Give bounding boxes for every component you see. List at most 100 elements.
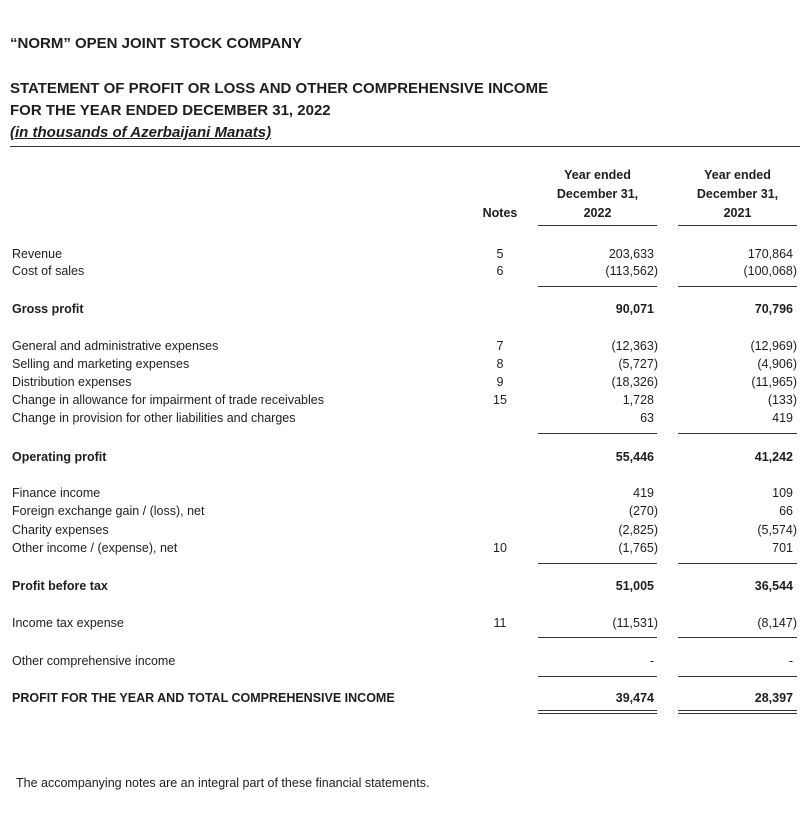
statement-row: Foreign exchange gain / (loss), net (270)…	[0, 502, 801, 520]
value-2021: (5,574)	[757, 523, 797, 537]
value-2021: (133)	[767, 393, 797, 407]
header-line: December 31,	[556, 187, 639, 201]
statement-row: Cost of sales 6 (113,562) (100,068)	[0, 262, 801, 280]
row-label: Finance income	[12, 486, 101, 500]
row-label: Revenue	[12, 247, 63, 261]
row-label: Profit before tax	[12, 579, 108, 593]
row-note: 6	[496, 264, 504, 278]
value-2021: (12,969)	[750, 339, 797, 353]
header-underline	[678, 225, 797, 226]
value-2022: (18,326)	[611, 375, 658, 389]
statement-row: Income tax expense 11 (11,531) (8,147)	[0, 614, 801, 632]
row-label: Gross profit	[12, 302, 84, 316]
value-2022: 203,633	[608, 247, 654, 261]
value-2022: (1,765)	[618, 541, 658, 555]
subtotal-line	[538, 676, 657, 677]
row-note: 9	[496, 375, 504, 389]
value-2022: (5,727)	[618, 357, 658, 371]
value-2022: 419	[633, 486, 654, 500]
row-note: 10	[493, 541, 507, 555]
subtotal-line	[678, 433, 797, 434]
row-label: Other income / (expense), net	[12, 541, 178, 555]
column-header-2021: Year ended December 31, 2021	[678, 166, 797, 223]
subtotal-line	[538, 286, 657, 287]
row-label: Other comprehensive income	[12, 654, 176, 668]
row-label: Cost of sales	[12, 264, 85, 278]
value-2021: 70,796	[754, 302, 793, 316]
column-header-2022: Year ended December 31, 2022	[538, 166, 657, 223]
value-2021: (11,965)	[751, 375, 797, 389]
total-double-line	[678, 710, 797, 714]
value-2021: (8,147)	[757, 616, 797, 630]
value-2022: 51,005	[615, 579, 654, 593]
header-line: Year ended	[564, 168, 631, 182]
statement-row: Selling and marketing expenses 8 (5,727) (4…	[0, 355, 801, 373]
row-note: 8	[496, 357, 504, 371]
value-2021: (100,068)	[743, 264, 797, 278]
subtotal-line	[678, 637, 797, 638]
row-note: 11	[493, 616, 507, 630]
value-2021: (4,906)	[757, 357, 797, 371]
row-label: Distribution expenses	[12, 375, 132, 389]
statement-row: Operating profit 55,446 41,242	[0, 448, 801, 466]
value-2022: -	[649, 654, 654, 668]
value-2021: 109	[772, 486, 793, 500]
statement-units: (in thousands of Azerbaijani Manats)	[10, 124, 272, 141]
row-label: Selling and marketing expenses	[12, 357, 190, 371]
row-label: Income tax expense	[12, 616, 124, 630]
footer-note: The accompanying notes are an integral p…	[16, 776, 430, 790]
header-line: Year ended	[704, 168, 771, 182]
statement-row: Distribution expenses 9 (18,326) (11,965)	[0, 373, 801, 391]
statement-row: Finance income 419 109	[0, 484, 801, 502]
row-label: Operating profit	[12, 450, 107, 464]
statement-row: Revenue 5 203,633 170,864	[0, 245, 801, 263]
row-label: General and administrative expenses	[12, 339, 219, 353]
row-label: PROFIT FOR THE YEAR AND TOTAL COMPREHENS…	[12, 691, 395, 705]
statement-row: General and administrative expenses 7 (12,…	[0, 337, 801, 355]
value-2022: (113,562)	[605, 264, 658, 278]
header-divider	[10, 146, 800, 147]
value-2022: (270)	[628, 504, 658, 518]
subtotal-line	[538, 563, 657, 564]
value-2021: 41,242	[754, 450, 793, 464]
value-2022: 1,728	[622, 393, 654, 407]
subtotal-line	[678, 563, 797, 564]
statement-row: Profit before tax 51,005 36,544	[0, 577, 801, 595]
statement-period: FOR THE YEAR ENDED DECEMBER 31, 2022	[10, 102, 331, 119]
value-2022: 63	[640, 411, 654, 425]
statement-row: Other comprehensive income - -	[0, 652, 801, 670]
statement-row: Change in provision for other liabilitie…	[0, 409, 801, 427]
subtotal-line	[678, 676, 797, 677]
row-label: Change in provision for other liabilitie…	[12, 411, 296, 425]
value-2021: 170,864	[747, 247, 793, 261]
row-label: Change in allowance for impairment of tr…	[12, 393, 324, 407]
notes-header: Notes	[482, 206, 518, 220]
value-2021: 36,544	[754, 579, 793, 593]
header-line: 2021	[723, 206, 752, 220]
total-double-line	[538, 710, 657, 714]
row-note: 5	[496, 247, 504, 261]
header-line: December 31,	[696, 187, 779, 201]
row-note: 15	[493, 393, 507, 407]
row-label: Charity expenses	[12, 523, 109, 537]
value-2021: -	[788, 654, 793, 668]
value-2022: (12,363)	[611, 339, 658, 353]
value-2022: (2,825)	[618, 523, 658, 537]
value-2022: (11,531)	[612, 616, 658, 630]
value-2021: 701	[772, 541, 793, 555]
statement-row: Other income / (expense), net 10 (1,765) 70…	[0, 539, 801, 557]
header-line: 2022	[583, 206, 612, 220]
row-label: Foreign exchange gain / (loss), net	[12, 504, 205, 518]
value-2021: 419	[772, 411, 793, 425]
value-2022: 55,446	[615, 450, 654, 464]
header-underline	[538, 225, 657, 226]
statement-row: Charity expenses (2,825) (5,574)	[0, 521, 801, 539]
value-2022: 39,474	[615, 691, 654, 705]
statement-row: Change in allowance for impairment of tr…	[0, 391, 801, 409]
value-2021: 66	[779, 504, 793, 518]
statement-row: Gross profit 90,071 70,796	[0, 300, 801, 318]
subtotal-line	[538, 433, 657, 434]
subtotal-line	[538, 637, 657, 638]
row-note: 7	[496, 339, 504, 353]
